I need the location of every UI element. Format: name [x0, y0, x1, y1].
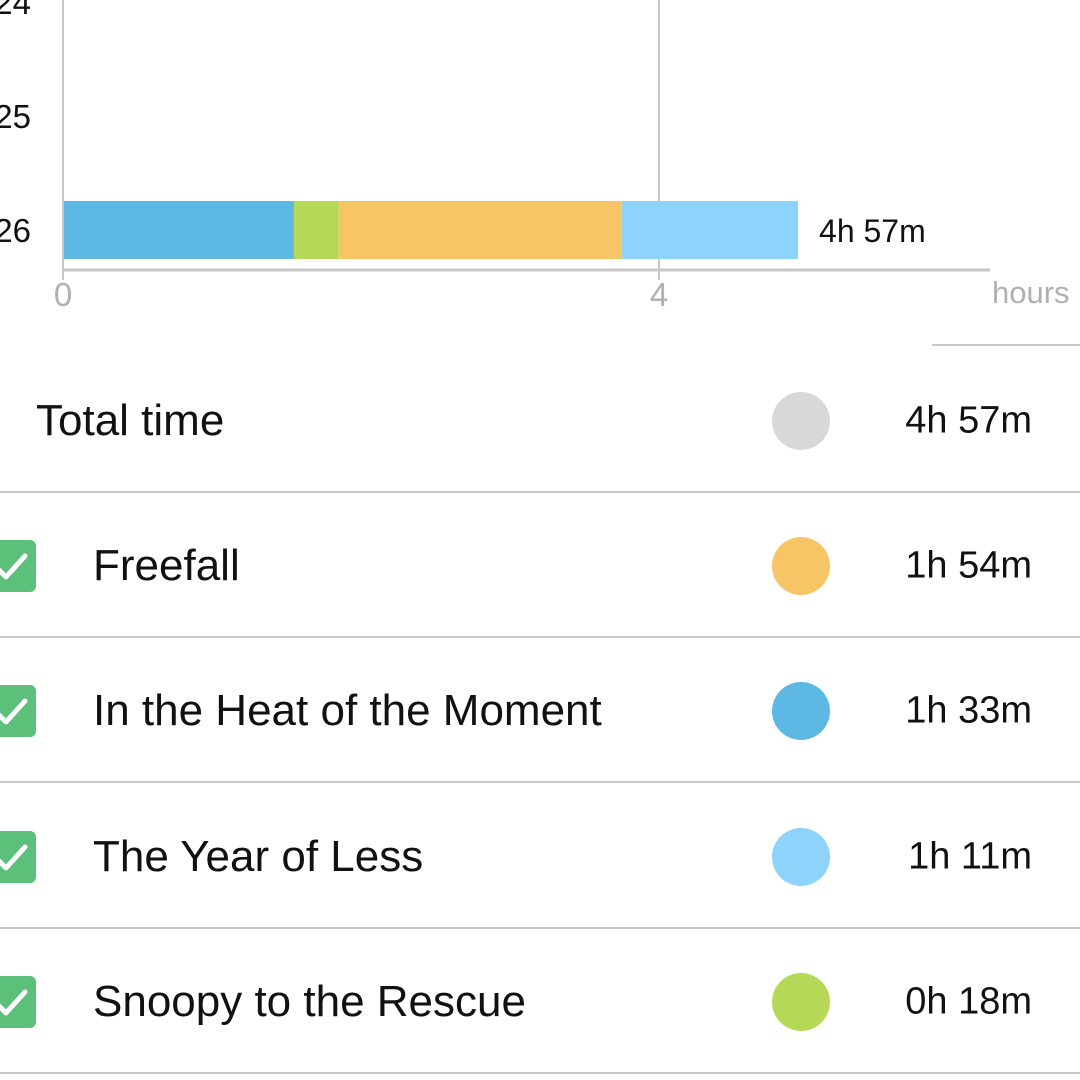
x-tick-label: 4	[650, 276, 668, 313]
row-divider	[0, 781, 1080, 783]
checkmark-icon	[0, 553, 28, 579]
reading-time-chart: 24 25 26 0 4 hours 4h 57m	[0, 0, 1070, 313]
book-color-dot	[772, 536, 830, 595]
book-title: Snoopy to the Rescue	[93, 976, 526, 1026]
row-divider	[0, 1072, 1080, 1074]
checkbox-checked-icon[interactable]	[0, 975, 36, 1028]
chart-bars	[63, 201, 799, 259]
book-row-the-year-of-less[interactable]: The Year of Less 1h 11m	[0, 784, 1080, 929]
book-time: 0h 18m	[905, 980, 1032, 1022]
bar-segment	[621, 201, 799, 259]
checkmark-icon	[0, 844, 28, 870]
bar-segment	[293, 201, 339, 259]
book-row-in-the-heat-of-the-moment[interactable]: In the Heat of the Moment 1h 33m	[0, 638, 1080, 783]
row-divider	[0, 636, 1080, 638]
bar-segment	[338, 201, 622, 259]
book-color-dot	[772, 681, 830, 740]
total-time-value: 4h 57m	[905, 399, 1032, 441]
x-axis-unit-label: hours	[992, 275, 1070, 310]
bar-total-label: 4h 57m	[819, 213, 926, 249]
y-tick-label: 24	[0, 0, 31, 21]
book-time: 1h 11m	[908, 835, 1032, 877]
y-tick-label: 26	[0, 212, 31, 249]
total-color-dot	[772, 391, 830, 450]
book-color-dot	[772, 972, 830, 1031]
bar-segment	[63, 201, 294, 259]
row-divider	[0, 491, 1080, 493]
book-color-dot	[772, 827, 830, 886]
checkbox-checked-icon[interactable]	[0, 684, 36, 737]
checkmark-icon	[0, 989, 28, 1015]
checkbox-checked-icon[interactable]	[0, 539, 36, 592]
chart-labels: 24 25 26 0 4 hours 4h 57m	[0, 0, 1070, 313]
book-title: In the Heat of the Moment	[93, 685, 602, 735]
book-row-freefall[interactable]: Freefall 1h 54m	[0, 493, 1080, 638]
book-time: 1h 33m	[905, 689, 1032, 731]
book-time: 1h 54m	[905, 544, 1032, 586]
book-title: Freefall	[93, 540, 240, 590]
row-divider	[0, 927, 1080, 929]
book-row-snoopy-to-the-rescue[interactable]: Snoopy to the Rescue 0h 18m	[0, 929, 1080, 1074]
checkbox-checked-icon[interactable]	[0, 830, 36, 883]
y-tick-label: 25	[0, 98, 31, 135]
x-tick-label: 0	[54, 276, 72, 313]
chart-divider	[932, 344, 1080, 346]
total-time-row: Total time 4h 57m	[0, 348, 1080, 493]
checkmark-icon	[0, 698, 28, 724]
total-time-label: Total time	[36, 395, 225, 445]
book-title: The Year of Less	[93, 831, 424, 881]
chart-axes	[62, 0, 990, 280]
